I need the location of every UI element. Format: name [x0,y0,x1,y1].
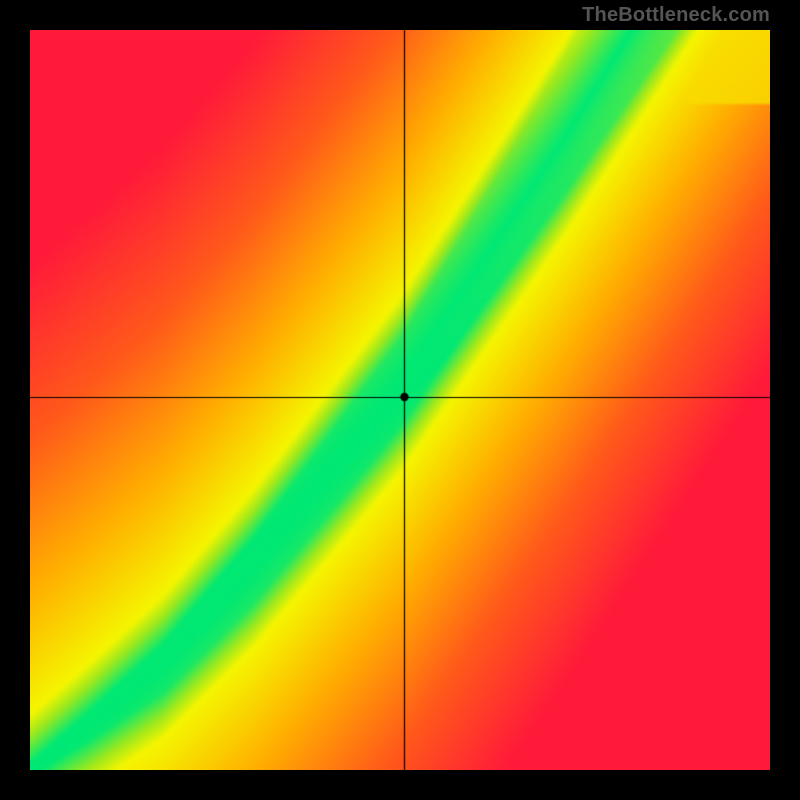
chart-stage: TheBottleneck.com [0,0,800,800]
watermark-text: TheBottleneck.com [582,4,770,27]
crosshair-overlay [30,30,770,770]
